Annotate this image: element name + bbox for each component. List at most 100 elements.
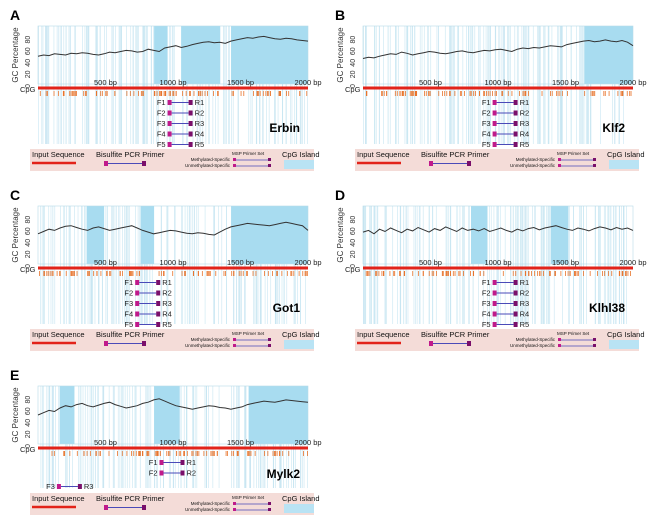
legend-primer-mark [104, 161, 108, 166]
y-tick-label: 60 [350, 47, 357, 55]
y-tick-label: 80 [350, 36, 357, 44]
reverse-primer-label: R1 [520, 278, 530, 287]
y-tick-label: 20 [25, 70, 32, 78]
reverse-primer-mark [513, 121, 518, 126]
reverse-primer-mark [156, 322, 161, 327]
y-tick-label: 0 [25, 444, 32, 448]
legend: Input Sequence Bisulfite PCR Primer MSP Pr… [355, 329, 645, 351]
x-tick-label: 1500 bp [552, 258, 579, 267]
cpg-island [550, 206, 569, 264]
panel-b: GC Percentage 0 20 40 60 80 B 500 bp 1000 bp 1500… [335, 7, 647, 171]
reverse-primer-mark [513, 311, 518, 317]
forward-primer-label: F3 [482, 299, 491, 308]
plot-frame [362, 205, 634, 265]
legend-cpg-island: CpG Island [282, 150, 320, 159]
x-tick-label: 500 bp [94, 438, 117, 447]
reverse-primer-mark [188, 100, 193, 105]
forward-primer-label: F2 [482, 109, 491, 118]
forward-primer-label: F1 [157, 98, 166, 107]
reverse-primer-mark [156, 290, 161, 296]
legend-input-sequence: Input Sequence [32, 494, 85, 503]
reverse-primer-label: R3 [520, 119, 530, 128]
legend-msp-mark [268, 338, 271, 341]
x-tick-label: 1500 bp [227, 258, 254, 267]
panel-e: GC Percentage 0 20 40 60 80 E 500 bp 1000 bp 1500… [10, 367, 322, 515]
reverse-primer-mark [77, 484, 82, 489]
reverse-primer-label: R3 [84, 482, 94, 491]
reverse-primer-label: R5 [195, 140, 205, 149]
reverse-primer-label: R4 [520, 310, 530, 319]
primer-pair: F5 R5 [124, 320, 171, 329]
legend-bisulfite-pcr-primer: Bisulfite PCR Primer [96, 494, 165, 503]
legend-msp-primer-set: MSP Primer Set [232, 495, 265, 500]
legend-primer-mark [142, 505, 146, 510]
reverse-primer-mark [513, 142, 518, 147]
primer-pair: F5 R5 [157, 140, 204, 149]
x-tick-label: 500 bp [94, 258, 117, 267]
x-tick-label: 2000 bp [294, 438, 321, 447]
forward-primer-mark [492, 100, 497, 105]
gc-curve [37, 398, 309, 416]
reverse-primer-mark [188, 142, 193, 147]
reverse-primer-mark [513, 110, 518, 116]
y-tick-label: 60 [25, 227, 32, 235]
legend-msp-primer-set: MSP Primer Set [557, 331, 590, 336]
cpg-island [154, 26, 168, 84]
forward-primer-mark [135, 290, 140, 296]
gc-curve [362, 39, 634, 59]
y-tick-label: 80 [25, 36, 32, 44]
reverse-primer-label: R5 [520, 320, 530, 329]
legend: Input Sequence Bisulfite PCR Primer MSP Pr… [30, 329, 320, 351]
forward-primer-label: F5 [157, 140, 166, 149]
legend-cpg-island-swatch [609, 340, 639, 349]
reverse-primer-mark [513, 301, 518, 306]
reverse-primer-label: R5 [162, 320, 172, 329]
reverse-primer-mark [513, 322, 518, 327]
legend-bisulfite-pcr-primer: Bisulfite PCR Primer [421, 330, 490, 339]
legend-primer-mark [142, 161, 146, 166]
gene-name: Erbin [269, 121, 300, 135]
cpg-island [248, 386, 308, 444]
legend-bisulfite-pcr-primer: Bisulfite PCR Primer [96, 150, 165, 159]
primer-pair: F3 R3 [46, 482, 93, 491]
plot-frame [37, 205, 309, 265]
forward-primer-label: F3 [124, 299, 133, 308]
primer-pair: F2 R2 [482, 289, 529, 298]
legend-background [30, 149, 314, 171]
forward-primer-mark [492, 311, 497, 317]
legend-msp-primer-set: MSP Primer Set [232, 151, 265, 156]
cpg-label: CpG [20, 445, 36, 454]
cpg-label: CpG [345, 265, 361, 274]
legend-msp-mark [268, 508, 271, 511]
forward-primer-mark [492, 280, 497, 285]
x-tick-label: 1500 bp [227, 78, 254, 87]
primer-pair: F1 R1 [149, 458, 196, 467]
forward-primer-label: F2 [124, 289, 133, 298]
plot-frame [362, 25, 634, 85]
legend-msp-mark [268, 344, 271, 347]
legend-unmethylated-specific: Unmethylated-Specific [510, 343, 556, 348]
forward-primer-mark [159, 470, 164, 476]
legend-cpg-island: CpG Island [282, 330, 320, 339]
legend-cpg-island-swatch [284, 160, 314, 169]
x-tick-label: 1000 bp [484, 258, 511, 267]
legend-msp-mark [233, 338, 236, 341]
reverse-primer-label: R4 [520, 130, 530, 139]
x-tick-label: 1500 bp [552, 78, 579, 87]
legend: Input Sequence Bisulfite PCR Primer MSP Pr… [355, 149, 645, 171]
forward-primer-mark [492, 142, 497, 147]
primer-pair: F2 R2 [482, 109, 529, 118]
forward-primer-label: F3 [157, 119, 166, 128]
legend-background [355, 329, 639, 351]
y-tick-label: 40 [25, 239, 32, 247]
forward-primer-label: F2 [149, 469, 158, 478]
panel-letter: C [10, 187, 20, 203]
gc-curve [37, 35, 309, 57]
forward-primer-label: F1 [482, 98, 491, 107]
y-tick-label: 80 [25, 396, 32, 404]
primer-pair: F3 R3 [124, 299, 171, 308]
forward-primer-mark [135, 311, 140, 317]
reverse-primer-label: R2 [187, 469, 197, 478]
primer-pair: F4 R4 [482, 310, 529, 319]
reverse-primer-mark [513, 131, 518, 137]
